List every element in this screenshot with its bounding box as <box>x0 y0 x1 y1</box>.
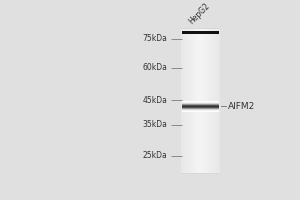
Bar <box>182 104 219 105</box>
Text: 35kDa: 35kDa <box>143 120 168 129</box>
Bar <box>193 29 194 173</box>
Bar <box>214 29 216 173</box>
Bar <box>182 102 219 103</box>
Bar <box>182 110 219 111</box>
Bar <box>188 29 189 173</box>
Bar <box>196 29 198 173</box>
Bar <box>203 29 204 173</box>
Bar <box>209 29 211 173</box>
Bar <box>182 109 219 110</box>
Bar <box>212 29 213 173</box>
Bar <box>195 29 196 173</box>
Bar <box>182 31 219 34</box>
Bar <box>207 29 208 173</box>
Text: 75kDa: 75kDa <box>143 34 168 43</box>
Text: HepG2: HepG2 <box>187 1 212 26</box>
Bar <box>213 29 214 173</box>
Bar <box>204 29 206 173</box>
Bar <box>184 29 185 173</box>
Bar <box>200 29 202 173</box>
Bar <box>182 105 219 106</box>
Bar <box>182 102 219 103</box>
Bar <box>182 111 219 112</box>
Text: 25kDa: 25kDa <box>143 151 168 160</box>
Bar <box>182 105 219 106</box>
Bar <box>218 29 220 173</box>
Bar <box>206 29 207 173</box>
Bar <box>190 29 191 173</box>
Bar <box>182 29 184 173</box>
Bar <box>182 103 219 104</box>
Bar <box>182 106 219 107</box>
Text: 60kDa: 60kDa <box>143 63 168 72</box>
Text: AIFM2: AIFM2 <box>228 102 255 111</box>
Bar <box>181 29 182 173</box>
Bar <box>191 29 193 173</box>
Bar <box>199 29 200 173</box>
Bar <box>186 29 188 173</box>
Bar <box>217 29 218 173</box>
Bar <box>182 107 219 108</box>
Bar <box>189 29 190 173</box>
Bar <box>211 29 212 173</box>
Bar <box>182 101 219 102</box>
Bar <box>208 29 209 173</box>
Bar <box>182 103 219 104</box>
Bar <box>216 29 217 173</box>
Bar <box>182 108 219 109</box>
Text: 45kDa: 45kDa <box>143 96 168 105</box>
Bar <box>194 29 195 173</box>
Bar <box>182 29 219 173</box>
Bar <box>185 29 186 173</box>
Bar <box>182 110 219 111</box>
Bar <box>198 29 199 173</box>
Bar <box>182 111 219 112</box>
Bar <box>202 29 203 173</box>
Bar <box>182 104 219 105</box>
